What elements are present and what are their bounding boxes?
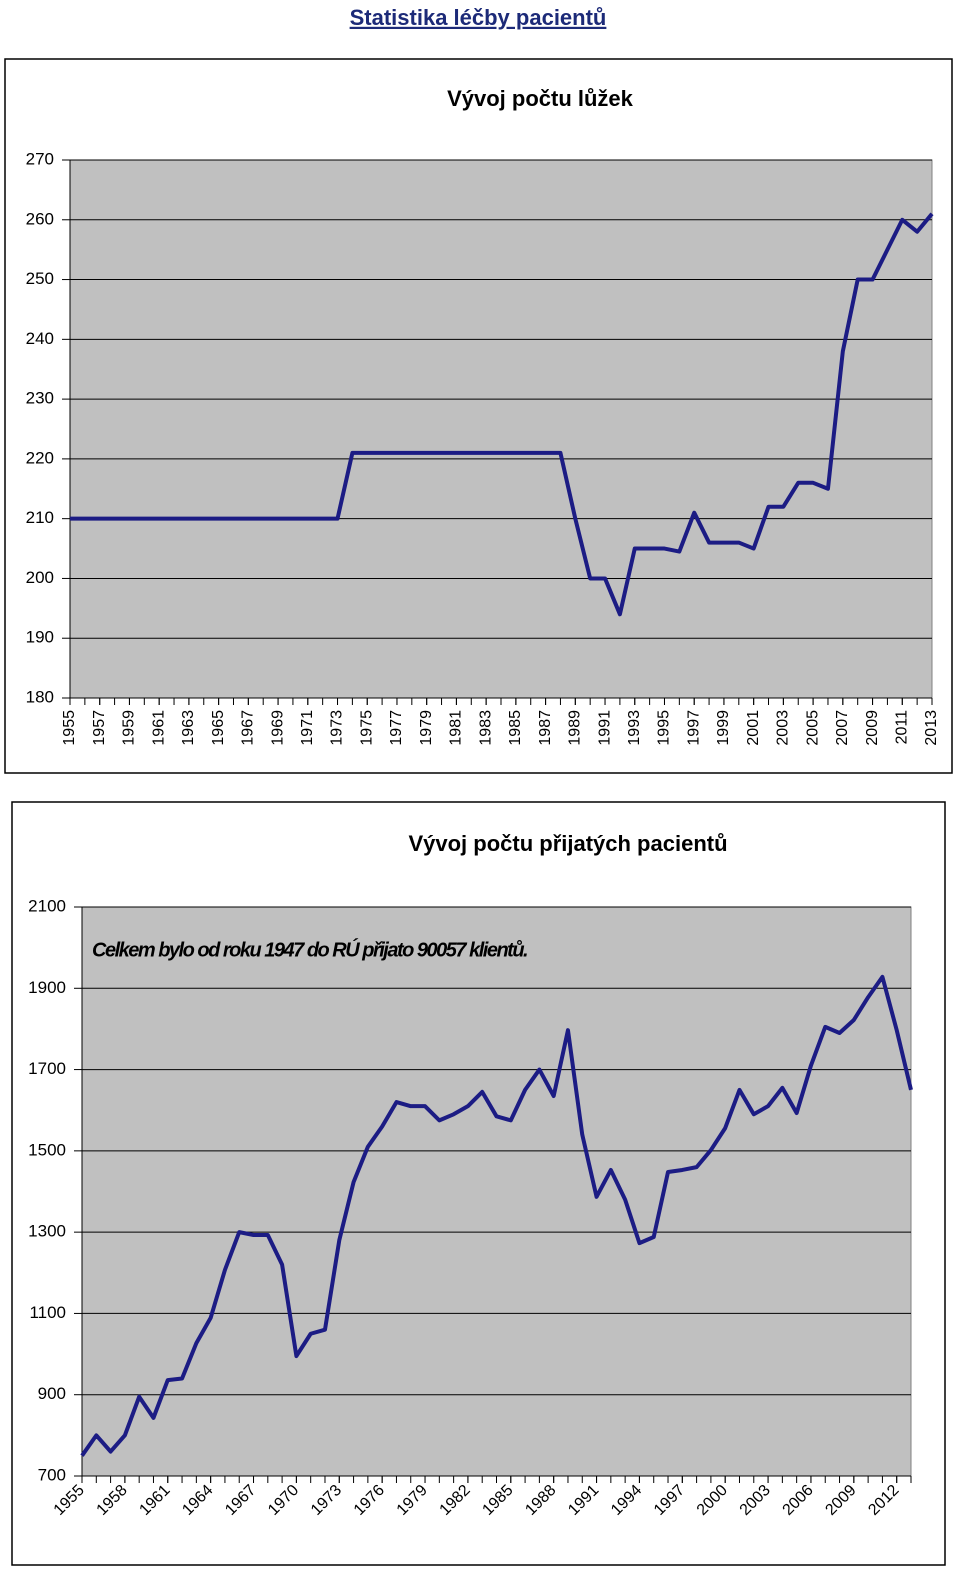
x-tick-label: 1983: [477, 710, 494, 746]
plot-area: [81, 906, 912, 1477]
x-tick-label: 1993: [626, 710, 643, 746]
y-tick-label: 200: [26, 568, 54, 587]
x-tick-label: 1991: [596, 710, 613, 746]
y-tick-label: 220: [26, 448, 54, 467]
x-tick-label: 1971: [299, 710, 316, 746]
x-tick-label: 1987: [537, 710, 554, 746]
chart-title: Vývoj počtu přijatých pacientů: [408, 831, 727, 856]
data-line: [80, 974, 913, 1457]
x-tick-label: 1959: [121, 710, 138, 746]
x-tick-label: 1969: [269, 710, 286, 746]
x-tick-label: 1957: [91, 710, 108, 746]
x-tick-label: 2011: [893, 710, 910, 745]
x-tick-label: 2009: [864, 710, 881, 746]
x-tick-label: 1985: [507, 710, 524, 746]
y-tick-label: 2100: [28, 896, 66, 915]
plot-area: [69, 159, 933, 699]
x-tick-label: 2005: [804, 710, 821, 746]
x-tick-label: 1967: [240, 710, 257, 746]
x-tick-label: 1965: [210, 710, 227, 746]
x-tick-label: 1973: [329, 710, 346, 746]
x-tick-label: 1989: [567, 710, 584, 746]
y-tick-label: 900: [38, 1384, 66, 1403]
x-tick-label: 2013: [923, 710, 940, 746]
y-tick-label: 230: [26, 389, 54, 408]
x-tick-label: 1955: [61, 710, 78, 746]
x-tick-label: 1999: [715, 710, 732, 746]
x-tick-label: 1981: [448, 710, 465, 746]
x-tick-label: 1963: [180, 710, 197, 746]
chart-title: Vývoj počtu lůžek: [447, 86, 634, 111]
y-tick-label: 270: [26, 149, 54, 168]
y-tick-label: 180: [26, 687, 54, 706]
x-tick-label: 1975: [358, 710, 375, 746]
y-tick-label: 190: [26, 628, 54, 647]
page-title: Statistika léčby pacientů: [350, 5, 607, 30]
y-tick-label: 1700: [28, 1059, 66, 1078]
x-tick-label: 1997: [685, 710, 702, 746]
x-tick-label: 1979: [418, 710, 435, 746]
y-tick-label: 210: [26, 508, 54, 527]
x-tick-label: 2001: [745, 710, 762, 746]
y-tick-label: 250: [26, 269, 54, 288]
y-tick-label: 240: [26, 329, 54, 348]
x-tick-label: 1977: [388, 710, 405, 746]
x-tick-label: 2003: [775, 710, 792, 746]
y-tick-label: 1500: [28, 1140, 66, 1159]
y-tick-label: 260: [26, 209, 54, 228]
annotation: Celkem bylo od roku 1947 do RÚ přijato 9…: [92, 937, 527, 961]
y-tick-label: 1100: [29, 1303, 66, 1322]
x-tick-label: 1961: [150, 710, 167, 746]
y-tick-label: 1300: [28, 1222, 66, 1241]
y-tick-label: 700: [38, 1465, 66, 1484]
y-tick-label: 1900: [28, 978, 66, 997]
x-tick-label: 2007: [834, 710, 851, 746]
x-tick-label: 1995: [656, 710, 673, 746]
data-line: [70, 212, 934, 617]
